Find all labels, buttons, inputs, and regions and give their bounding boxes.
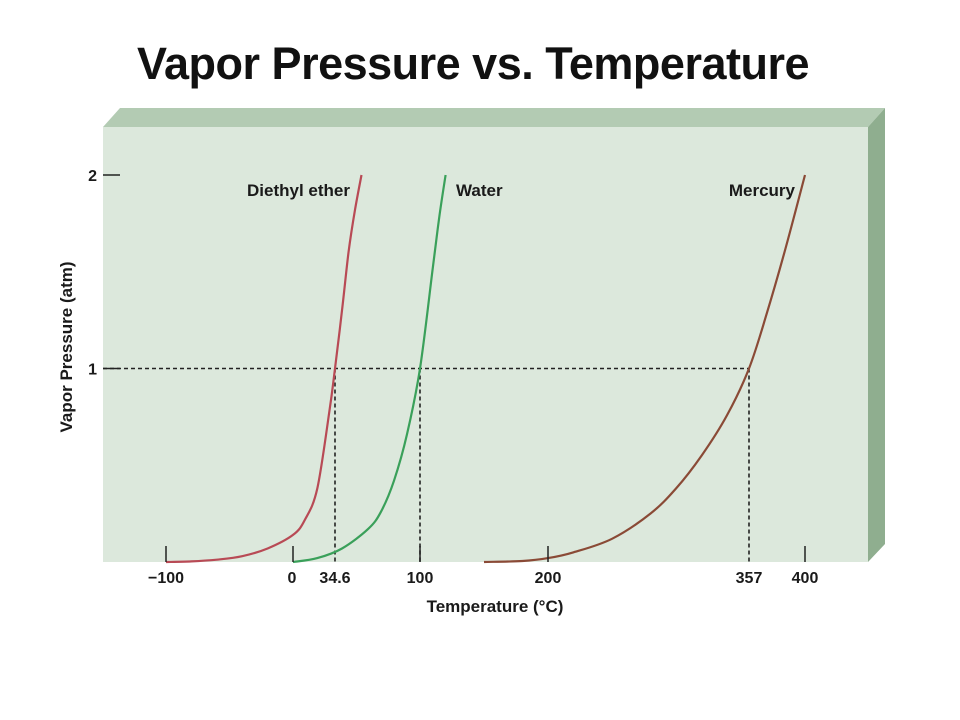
y-tick-label: 1 [88, 362, 97, 379]
y-tick-label: 2 [88, 168, 97, 185]
chart-title: Vapor Pressure vs. Temperature [137, 38, 810, 89]
x-tick-label: 0 [288, 570, 297, 587]
x-tick-label: 400 [792, 570, 819, 587]
plot-box-top-face [103, 108, 885, 127]
x-tick-label: 100 [407, 570, 434, 587]
plot-box-side-face [868, 108, 885, 562]
x-tick-label: −100 [148, 570, 184, 587]
x-axis-label: Temperature (°C) [427, 597, 564, 616]
plot-area [103, 127, 868, 562]
x-tick-label: 357 [736, 570, 763, 587]
series-label-mercury: Mercury [729, 181, 796, 200]
y-axis-label: Vapor Pressure (atm) [57, 261, 76, 432]
series-line-diethyl-ether [165, 174, 363, 564]
series-label-diethyl-ether: Diethyl ether [247, 181, 350, 200]
x-tick-label: 200 [535, 570, 562, 587]
series-line-water [292, 174, 447, 564]
x-tick-label: 34.6 [319, 570, 350, 587]
series-label-water: Water [456, 181, 503, 200]
